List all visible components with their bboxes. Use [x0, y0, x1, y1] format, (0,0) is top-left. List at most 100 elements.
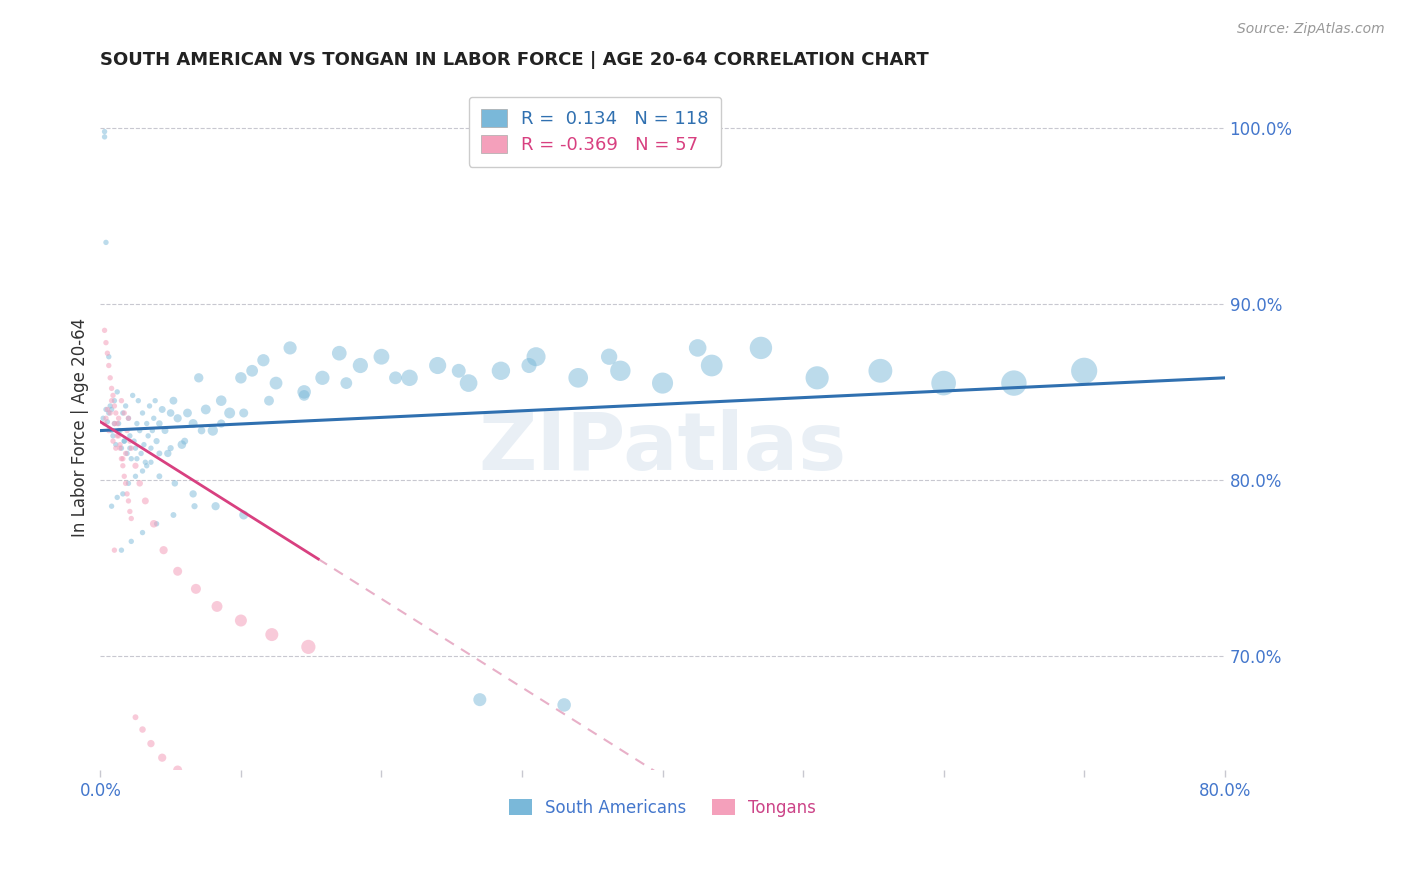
Point: [148, 417, 170, 431]
Point: [96, 402, 118, 417]
Point: [152, 543, 174, 558]
Point: [94, 411, 117, 425]
Point: [209, 393, 232, 408]
Point: [139, 737, 162, 751]
Point: [651, 376, 673, 390]
Point: [150, 402, 173, 417]
Point: [163, 476, 186, 491]
Point: [103, 417, 125, 431]
Point: [93, 417, 115, 431]
Point: [107, 424, 129, 438]
Point: [120, 534, 142, 549]
Point: [162, 393, 184, 408]
Point: [103, 393, 125, 408]
Point: [117, 476, 139, 491]
Point: [142, 516, 165, 531]
Point: [111, 406, 134, 420]
Point: [120, 451, 142, 466]
Point: [447, 364, 470, 378]
Point: [124, 469, 146, 483]
Point: [108, 441, 131, 455]
Text: SOUTH AMERICAN VS TONGAN IN LABOR FORCE | AGE 20-64 CORRELATION CHART: SOUTH AMERICAN VS TONGAN IN LABOR FORCE …: [100, 51, 929, 69]
Point: [118, 434, 141, 449]
Point: [205, 599, 228, 614]
Point: [122, 434, 145, 449]
Point: [148, 446, 170, 460]
Point: [128, 424, 150, 438]
Point: [292, 384, 315, 399]
Point: [145, 434, 167, 449]
Point: [153, 424, 176, 438]
Point: [143, 393, 166, 408]
Point: [598, 350, 620, 364]
Point: [103, 417, 125, 431]
Point: [869, 364, 891, 378]
Point: [142, 411, 165, 425]
Point: [686, 341, 709, 355]
Point: [107, 429, 129, 443]
Point: [112, 434, 135, 449]
Point: [159, 406, 181, 420]
Point: [173, 434, 195, 449]
Point: [103, 399, 125, 413]
Point: [93, 129, 115, 144]
Point: [104, 406, 127, 420]
Point: [204, 499, 226, 513]
Point: [138, 399, 160, 413]
Point: [328, 346, 350, 360]
Point: [229, 614, 252, 628]
Point: [170, 437, 193, 451]
Point: [426, 359, 449, 373]
Point: [98, 399, 121, 413]
Point: [132, 437, 155, 451]
Point: [100, 381, 122, 395]
Point: [129, 446, 152, 460]
Point: [1002, 376, 1025, 390]
Point: [115, 487, 138, 501]
Point: [104, 441, 127, 455]
Point: [97, 424, 120, 438]
Point: [264, 376, 287, 390]
Point: [111, 487, 134, 501]
Point: [139, 455, 162, 469]
Point: [98, 406, 121, 420]
Point: [100, 499, 122, 513]
Point: [115, 424, 138, 438]
Point: [110, 441, 132, 455]
Point: [176, 406, 198, 420]
Point: [806, 371, 828, 385]
Point: [398, 371, 420, 385]
Point: [125, 451, 148, 466]
Legend: South Americans, Tongans: South Americans, Tongans: [502, 792, 823, 823]
Point: [103, 543, 125, 558]
Point: [517, 359, 540, 373]
Point: [121, 388, 143, 402]
Point: [166, 564, 188, 578]
Point: [335, 376, 357, 390]
Point: [260, 627, 283, 641]
Point: [91, 411, 114, 425]
Point: [128, 476, 150, 491]
Point: [232, 406, 254, 420]
Point: [700, 359, 723, 373]
Point: [100, 393, 122, 408]
Point: [111, 451, 134, 466]
Y-axis label: In Labor Force | Age 20-64: In Labor Force | Age 20-64: [72, 318, 89, 537]
Point: [118, 504, 141, 518]
Point: [297, 640, 319, 654]
Point: [131, 464, 153, 478]
Point: [112, 434, 135, 449]
Point: [135, 417, 157, 431]
Point: [98, 371, 121, 385]
Point: [112, 469, 135, 483]
Point: [110, 451, 132, 466]
Point: [110, 543, 132, 558]
Point: [384, 371, 406, 385]
Point: [108, 424, 131, 438]
Point: [148, 469, 170, 483]
Point: [115, 446, 138, 460]
Point: [311, 371, 333, 385]
Point: [166, 411, 188, 425]
Point: [292, 388, 315, 402]
Point: [105, 491, 128, 505]
